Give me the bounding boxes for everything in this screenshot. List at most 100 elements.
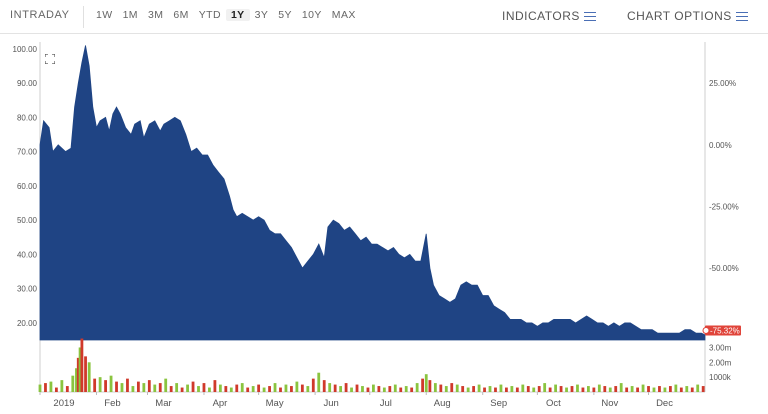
volume-bar xyxy=(483,387,486,392)
x-tick-label: Dec xyxy=(656,398,673,409)
pct-tick-label: -25.00% xyxy=(709,202,739,211)
volume-bar xyxy=(521,384,525,392)
x-tick-label: Apr xyxy=(213,398,228,409)
volume-bar xyxy=(548,387,552,392)
volume-bar xyxy=(428,380,432,392)
volume-bar xyxy=(38,384,42,392)
pct-tick-label: 25.00% xyxy=(709,79,736,88)
hamburger-icon xyxy=(583,11,596,21)
volume-bar xyxy=(208,387,211,392)
volume-bar xyxy=(328,383,332,392)
volume-bar xyxy=(455,384,459,392)
volume-tick-label: 1000k xyxy=(709,373,732,382)
range-button-1w[interactable]: 1W xyxy=(96,9,113,21)
volume-bar xyxy=(290,386,293,392)
volume-bar xyxy=(306,386,310,392)
volume-bar xyxy=(382,387,386,392)
x-tick-label: Nov xyxy=(601,398,618,409)
volume-bar xyxy=(136,381,140,392)
volume-bar xyxy=(186,384,189,392)
volume-bar xyxy=(424,374,428,392)
volume-bar xyxy=(49,381,53,392)
volume-bar xyxy=(71,375,75,392)
volume-bar xyxy=(175,383,179,392)
range-button-3y[interactable]: 3Y xyxy=(254,9,269,21)
volume-bar xyxy=(350,387,353,392)
chart-toolbar: INTRADAY 1W 1M 3M 6M YTD 1Y 3Y 5Y 10Y MAX INDICAT… xyxy=(0,0,768,34)
volume-bar xyxy=(295,381,299,392)
volume-bar xyxy=(131,386,135,392)
volume-bar xyxy=(54,387,58,392)
x-tick-label: Mar xyxy=(155,398,171,409)
volume-bar xyxy=(619,383,623,392)
range-button-ytd[interactable]: YTD xyxy=(198,9,221,21)
volume-bar xyxy=(311,378,315,392)
volume-bar xyxy=(559,386,563,392)
volume-bar xyxy=(284,384,288,392)
indicators-label: INDICATORS xyxy=(502,9,580,23)
chart-options-button[interactable]: CHART OPTIONS xyxy=(627,9,748,23)
volume-bar xyxy=(142,383,146,392)
volume-bar xyxy=(510,386,514,392)
x-tick-label: Jul xyxy=(380,398,392,409)
range-button-6m[interactable]: 6M xyxy=(173,9,189,21)
x-tick-label: May xyxy=(266,398,284,409)
volume-bar xyxy=(246,387,250,392)
volume-bar xyxy=(147,380,151,392)
volume-bar xyxy=(202,383,206,392)
x-tick-label: Feb xyxy=(104,398,120,409)
volume-bar xyxy=(532,387,536,392)
y-tick-label: 50.00 xyxy=(17,216,38,225)
volume-bar xyxy=(647,386,650,392)
volume-bar xyxy=(399,387,403,392)
range-button-1y[interactable]: 1Y xyxy=(225,9,250,21)
x-tick-label: Jun xyxy=(323,398,338,409)
volume-bar xyxy=(87,362,91,392)
volume-bar xyxy=(235,384,239,392)
volume-bar xyxy=(262,387,266,392)
volume-tick-label: 2.00m xyxy=(709,358,732,367)
expand-icon[interactable] xyxy=(45,54,55,64)
indicators-button[interactable]: INDICATORS xyxy=(502,9,596,23)
volume-bar xyxy=(701,386,705,392)
y-tick-label: 90.00 xyxy=(17,79,38,88)
volume-bar xyxy=(377,386,381,392)
volume-bar xyxy=(393,384,397,392)
tab-intraday[interactable]: INTRADAY xyxy=(10,9,70,21)
volume-bar xyxy=(415,383,419,392)
range-button-3m[interactable]: 3M xyxy=(147,9,164,21)
volume-bar xyxy=(104,380,107,392)
chart-options-label: CHART OPTIONS xyxy=(627,9,732,23)
y-tick-label: 40.00 xyxy=(17,250,38,259)
volume-bar xyxy=(477,384,481,392)
volume-bar xyxy=(98,377,102,392)
volume-bar xyxy=(641,384,645,392)
volume-bar xyxy=(213,380,217,392)
volume-bar xyxy=(153,384,157,392)
volume-bar xyxy=(169,386,173,392)
range-button-1m[interactable]: 1M xyxy=(122,9,138,21)
volume-bar xyxy=(625,387,629,392)
x-tick-label: 2019 xyxy=(53,398,74,409)
range-button-max[interactable]: MAX xyxy=(331,9,356,21)
range-button-5y[interactable]: 5Y xyxy=(278,9,292,21)
volume-bar xyxy=(433,383,437,392)
volume-bar xyxy=(372,384,375,392)
pct-tick-label: 0.00% xyxy=(709,141,732,150)
y-tick-label: 80.00 xyxy=(17,113,38,122)
volume-bar xyxy=(505,387,508,392)
volume-bar xyxy=(93,378,97,392)
volume-bar xyxy=(636,387,639,392)
volume-bar xyxy=(317,372,321,392)
range-button-10y[interactable]: 10Y xyxy=(301,9,322,21)
y-tick-label: 100.00 xyxy=(13,45,38,54)
volume-bar xyxy=(472,386,476,392)
volume-bar xyxy=(257,384,261,392)
volume-bar xyxy=(674,384,678,392)
volume-bar xyxy=(543,383,547,392)
volume-bar xyxy=(218,384,222,392)
volume-bar xyxy=(224,386,228,392)
volume-bar xyxy=(515,387,519,392)
volume-bar xyxy=(229,387,233,392)
